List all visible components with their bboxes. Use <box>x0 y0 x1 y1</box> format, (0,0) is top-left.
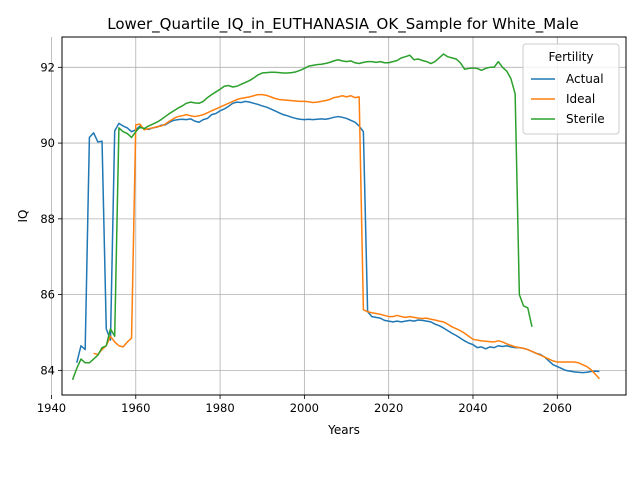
legend-title: Fertility <box>548 50 593 64</box>
series-line-ideal <box>93 93 600 380</box>
y-axis-ticks: 84 86 88 90 92 <box>40 60 62 377</box>
grid-lines <box>51 37 626 395</box>
series-line-sterile <box>71 53 533 381</box>
x-tick-label: 1940 <box>37 401 66 415</box>
axes-frame <box>61 36 627 396</box>
x-tick-label: 2020 <box>374 401 403 415</box>
y-tick-label: 86 <box>40 288 55 302</box>
y-axis-label: IQ <box>16 210 30 223</box>
legend-label-sterile: Sterile <box>566 112 605 126</box>
legend: Fertility Actual Ideal Sterile <box>522 43 620 135</box>
plot-area <box>71 53 600 381</box>
x-axis-label: Years <box>327 423 360 437</box>
x-axis-ticks: 1940 1960 1980 2000 2020 2040 2060 <box>37 395 572 415</box>
series-lines <box>71 53 600 381</box>
y-tick-label: 88 <box>40 212 55 226</box>
x-tick-label: 1960 <box>121 401 150 415</box>
y-tick-label: 84 <box>40 363 55 377</box>
x-tick-label: 1980 <box>205 401 234 415</box>
x-tick-label: 2040 <box>458 401 487 415</box>
x-tick-label: 2000 <box>290 401 319 415</box>
x-tick-label: 2060 <box>543 401 572 415</box>
y-tick-label: 90 <box>40 136 55 150</box>
legend-entries: Actual Ideal Sterile <box>531 72 605 126</box>
y-tick-label: 92 <box>40 60 55 74</box>
legend-label-ideal: Ideal <box>566 92 595 106</box>
legend-label-actual: Actual <box>566 72 604 86</box>
chart-title: Lower_Quartile_IQ_in_EUTHANASIA_OK_Sampl… <box>107 15 579 34</box>
legend-box <box>522 43 620 135</box>
